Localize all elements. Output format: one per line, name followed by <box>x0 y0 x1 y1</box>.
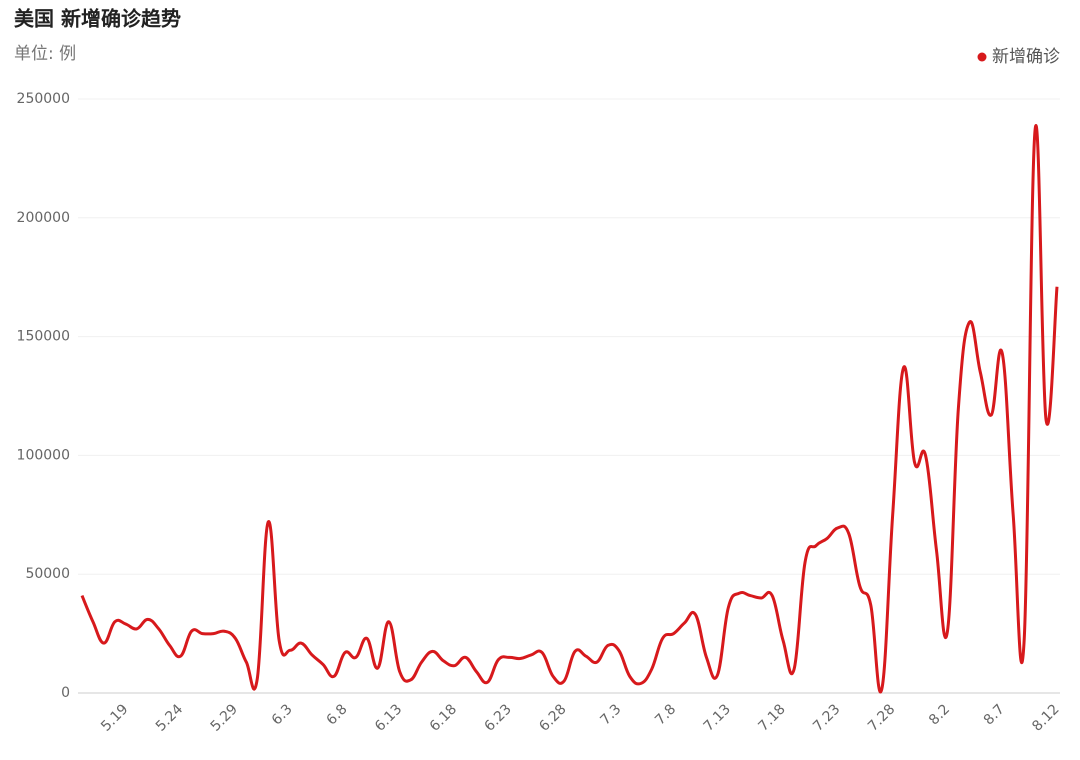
x-tick-label: 6.3 <box>269 701 296 728</box>
y-tick-label: 50000 <box>25 566 70 582</box>
x-tick-label: 5.29 <box>208 701 241 734</box>
chart-subtitle: 单位: 例 <box>14 44 76 64</box>
y-tick-label: 250000 <box>17 91 70 107</box>
line <box>80 124 1059 694</box>
x-tick-label: 8.7 <box>981 701 1008 728</box>
y-tick-label: 0 <box>61 685 70 701</box>
x-tick-label: 7.23 <box>810 701 843 734</box>
x-tick-label: 7.28 <box>865 701 898 734</box>
x-tick-label: 7.13 <box>701 701 734 734</box>
x-tick-label: 7.18 <box>755 701 788 734</box>
y-tick-label: 150000 <box>17 329 70 345</box>
x-tick-label: 7.8 <box>652 701 679 728</box>
x-tick-label: 8.2 <box>926 701 953 728</box>
x-tick-label: 6.23 <box>482 701 515 734</box>
y-tick-label: 200000 <box>17 210 70 226</box>
x-tick-label: 8.12 <box>1029 701 1062 734</box>
x-tick-label: 6.28 <box>536 701 569 734</box>
x-tick-label: 6.13 <box>372 701 405 734</box>
x-tick-label: 5.19 <box>98 701 131 734</box>
x-tick-label: 6.8 <box>324 701 351 728</box>
x-tick-label: 7.3 <box>597 701 624 728</box>
legend-label: 新增确诊 <box>992 47 1060 67</box>
legend-marker <box>977 52 987 62</box>
chart-title: 美国 新增确诊趋势 <box>14 7 181 31</box>
y-tick-label: 100000 <box>17 447 70 463</box>
x-tick-label: 5.24 <box>153 701 186 734</box>
x-tick-label: 6.18 <box>427 701 460 734</box>
